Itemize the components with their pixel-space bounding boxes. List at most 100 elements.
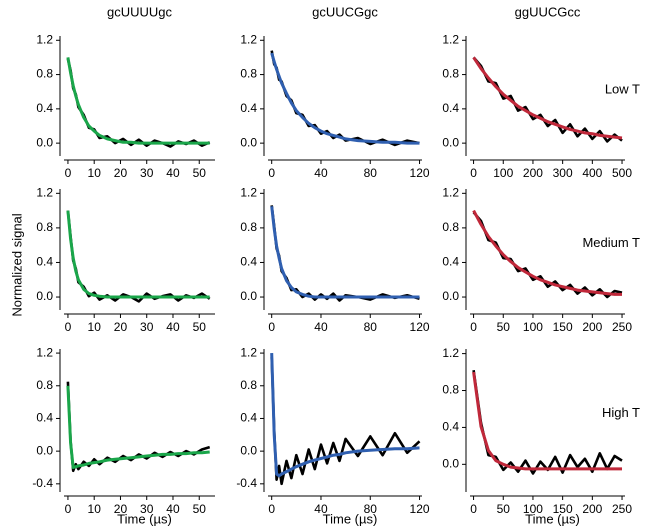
x-tick-label: 80 — [364, 166, 378, 180]
data-trace — [66, 58, 211, 148]
fit-curve — [270, 52, 420, 145]
fit-curve — [270, 353, 420, 478]
y-tick-label: 0.0 — [240, 135, 257, 149]
y-tick-label: 1.2 — [442, 346, 459, 360]
y-tick-label: 0.0 — [442, 135, 459, 149]
y-tick-label: 0.0 — [240, 443, 257, 457]
fit-curve — [472, 56, 623, 140]
x-axis-label: Time (µs) — [117, 511, 172, 526]
y-tick-label: 1.2 — [240, 345, 257, 359]
x-axis-label: Time (µs) — [323, 511, 378, 526]
x-tick-label: 500 — [612, 166, 632, 180]
x-tick-label: 50 — [497, 320, 511, 334]
y-tick-label: 0.0 — [36, 289, 53, 303]
y-tick-label: 0.4 — [240, 255, 257, 269]
fit-curve — [66, 57, 210, 145]
y-tick-label: 0.8 — [240, 67, 257, 81]
column-title: ggUUCGcc — [515, 4, 581, 19]
y-tick-label: 0.0 — [36, 443, 53, 457]
x-tick-label: 30 — [140, 320, 154, 334]
x-tick-label: 30 — [140, 166, 154, 180]
y-tick-label: 0.4 — [36, 101, 53, 115]
x-tick-label: 120 — [410, 166, 430, 180]
x-tick-label: 50 — [193, 166, 207, 180]
y-tick-label: -0.4 — [32, 476, 53, 490]
y-axis-label: Normalized signal — [9, 213, 24, 316]
x-tick-label: 250 — [612, 320, 632, 334]
x-tick-label: 10 — [88, 166, 102, 180]
x-tick-label: 200 — [582, 320, 602, 334]
x-tick-label: 10 — [88, 320, 102, 334]
fit-curve — [472, 209, 622, 296]
column-title: gcUUCGgc — [312, 4, 378, 19]
row-label: Low T — [605, 81, 640, 96]
y-tick-label: 1.2 — [36, 32, 53, 46]
data-trace — [270, 50, 420, 147]
x-tick-label: 20 — [114, 166, 128, 180]
x-tick-label: 20 — [114, 320, 128, 334]
x-tick-label: 400 — [582, 166, 602, 180]
y-tick-label: 0.0 — [442, 456, 459, 470]
x-tick-label: 50 — [193, 320, 207, 334]
y-tick-label: 0.4 — [240, 101, 257, 115]
x-tick-label: 150 — [553, 320, 573, 334]
y-tick-label: 0.0 — [442, 289, 459, 303]
y-tick-label: 0.4 — [240, 411, 257, 425]
y-tick-label: 0.4 — [442, 420, 459, 434]
y-tick-label: 0.4 — [442, 255, 459, 269]
y-tick-label: 0.4 — [442, 101, 459, 115]
y-tick-label: 0.8 — [36, 378, 53, 392]
x-axis-label: Time (µs) — [525, 511, 580, 526]
x-tick-label: 120 — [410, 320, 430, 334]
x-tick-label: 250 — [612, 502, 632, 516]
panel: 0.0 0.4 0.8 1.2 0 10 20 30 40 50 gcUUUUgc — [36, 4, 215, 180]
x-tick-label: 40 — [314, 320, 328, 334]
fit-curve — [472, 371, 622, 471]
x-tick-label: 80 — [364, 320, 378, 334]
x-tick-label: 40 — [314, 502, 328, 516]
y-tick-label: 0.8 — [442, 67, 459, 81]
x-tick-label: 0 — [470, 320, 477, 334]
x-tick-label: 0 — [268, 166, 275, 180]
y-tick-label: 1.2 — [36, 345, 53, 359]
x-tick-label: 40 — [166, 320, 180, 334]
data-trace — [472, 56, 623, 143]
panel: -0.4 0.0 0.4 0.8 1.2 0 40 80 120 Time (µs) — [236, 345, 430, 526]
x-tick-label: 80 — [364, 502, 378, 516]
row-label: Medium T — [582, 235, 640, 250]
fit-curve — [66, 385, 210, 469]
fit-curve — [270, 206, 420, 299]
data-trace — [472, 211, 623, 299]
x-tick-label: 300 — [553, 166, 573, 180]
x-tick-label: 0 — [65, 166, 72, 180]
x-tick-label: 100 — [493, 166, 513, 180]
panel: 0.0 0.4 0.8 1.2 0 40 80 120 — [240, 185, 430, 334]
x-tick-label: 0 — [65, 502, 72, 516]
y-tick-label: 1.2 — [442, 185, 459, 199]
panel: 0.0 0.4 0.8 1.2 0 40 80 120 gcUUCGgc — [240, 4, 430, 180]
row-label: High T — [602, 405, 640, 420]
panel: 0.0 0.4 0.8 1.2 0 50 100 150 200 250 Medium T — [442, 185, 640, 334]
x-tick-label: 40 — [314, 166, 328, 180]
data-trace — [270, 205, 420, 302]
x-tick-label: 120 — [410, 502, 430, 516]
panel: 0.0 0.4 0.8 1.2 0 50 100 150 200 250 High T Time (µ… — [442, 346, 640, 527]
data-trace — [270, 357, 421, 486]
y-tick-label: -0.4 — [236, 476, 257, 490]
y-tick-label: 0.8 — [36, 67, 53, 81]
x-tick-label: 200 — [582, 502, 602, 516]
x-tick-label: 40 — [166, 502, 180, 516]
x-tick-label: 0 — [268, 502, 275, 516]
x-tick-label: 100 — [523, 320, 543, 334]
x-tick-label: 0 — [470, 502, 477, 516]
x-tick-label: 0 — [268, 320, 275, 334]
y-tick-label: 0.8 — [442, 383, 459, 397]
x-tick-label: 0 — [470, 166, 477, 180]
panel: 0.0 0.4 0.8 1.2 0 100 200 300 400 500 ggUUCGcc Low … — [442, 4, 640, 180]
data-trace — [66, 210, 211, 303]
x-tick-label: 0 — [65, 320, 72, 334]
x-tick-label: 30 — [140, 502, 154, 516]
data-trace — [472, 370, 623, 475]
y-tick-label: 0.8 — [240, 220, 257, 234]
